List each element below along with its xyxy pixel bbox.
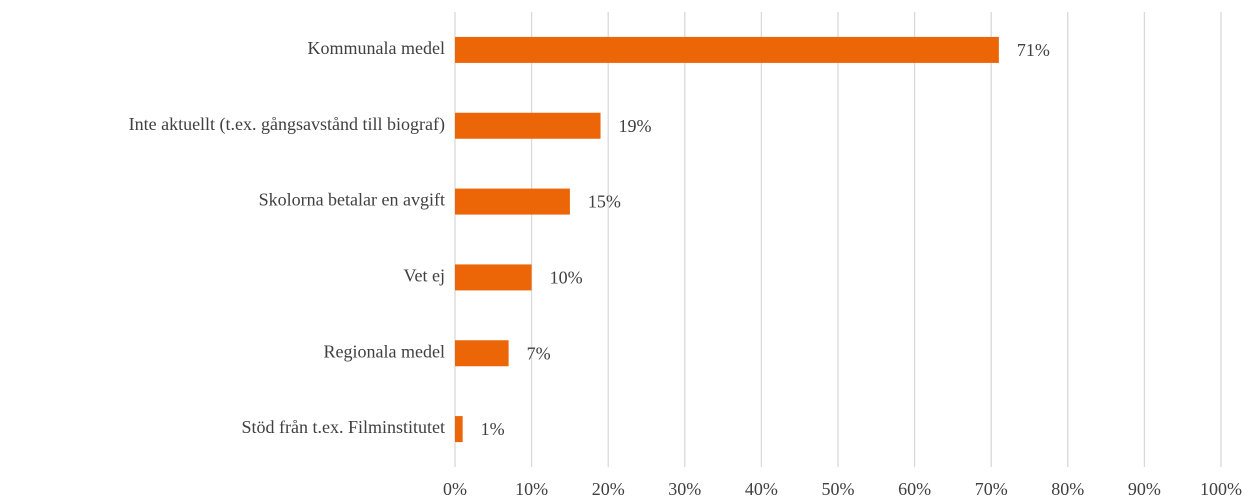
y-tick-label: Skolorna betalar en avgift: [259, 190, 445, 210]
y-tick-label: Stöd från t.ex. Filminstitutet: [242, 417, 446, 437]
value-label: 10%: [550, 268, 583, 288]
x-tick-label: 90%: [1128, 479, 1161, 499]
bar: [455, 188, 570, 215]
x-tick-label: 20%: [592, 479, 625, 499]
y-tick-label: Kommunala medel: [308, 38, 445, 58]
x-tick-label: 80%: [1051, 479, 1084, 499]
x-tick-label: 0%: [443, 479, 467, 499]
bar: [455, 264, 532, 291]
value-label: 71%: [1017, 40, 1050, 60]
bar: [455, 340, 509, 367]
x-tick-label: 50%: [822, 479, 855, 499]
value-label: 19%: [619, 116, 652, 136]
y-tick-label: Inte aktuellt (t.ex. gångsavstånd till b…: [129, 114, 445, 135]
bar: [455, 36, 999, 63]
x-tick-label: 30%: [668, 479, 701, 499]
value-label: 7%: [527, 343, 551, 363]
bar: [455, 416, 463, 443]
x-tick-label: 100%: [1200, 479, 1242, 499]
x-tick-label: 40%: [745, 479, 778, 499]
x-tick-label: 10%: [515, 479, 548, 499]
x-tick-label: 60%: [898, 479, 931, 499]
value-label: 1%: [481, 419, 505, 439]
x-tick-label: 70%: [975, 479, 1008, 499]
value-label: 15%: [588, 192, 621, 212]
y-tick-label: Vet ej: [404, 266, 445, 286]
y-tick-label: Regionala medel: [324, 341, 445, 361]
bar: [455, 112, 601, 139]
